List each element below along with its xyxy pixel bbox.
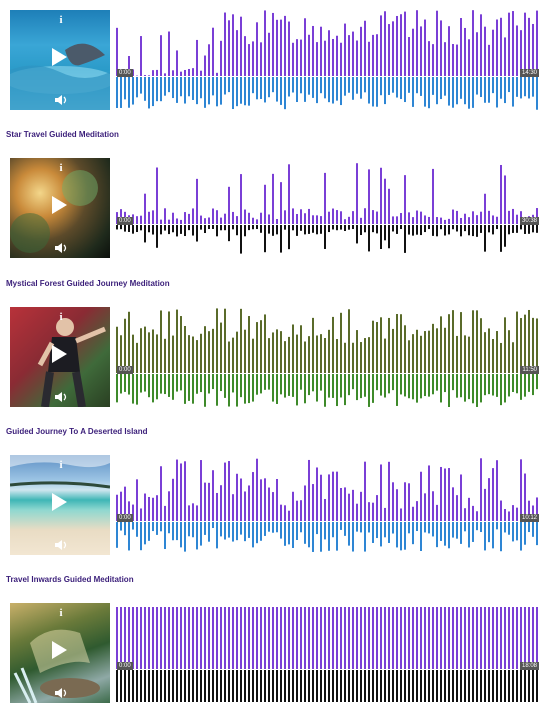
duration: 30:38	[519, 217, 539, 225]
waveform[interactable]: 0:00 10:12	[116, 455, 540, 555]
play-icon[interactable]	[52, 493, 67, 511]
track-1: i 0:00 14:30	[0, 0, 553, 120]
track-5: Travel Inwards Guided Meditation i 0:00 …	[0, 572, 553, 719]
volume-icon[interactable]	[54, 242, 68, 254]
waveform[interactable]: 0:00 30:38	[116, 158, 540, 258]
track-3: Mystical Forest Guided Journey Meditatio…	[0, 276, 553, 421]
current-time: 0:00	[117, 69, 133, 77]
track-thumbnail[interactable]: i	[10, 10, 110, 110]
beach-image	[10, 455, 110, 489]
track-thumbnail[interactable]: i	[10, 603, 110, 703]
info-icon[interactable]: i	[59, 311, 63, 323]
volume-icon[interactable]	[54, 539, 68, 551]
duration: 14:30	[519, 69, 539, 77]
track-thumbnail[interactable]: i	[10, 307, 110, 407]
current-time: 0:00	[117, 366, 133, 374]
waveform[interactable]: 0:00 11:50	[116, 307, 540, 407]
track-title[interactable]: Travel Inwards Guided Meditation	[6, 575, 134, 584]
current-time: 0:00	[117, 662, 133, 670]
play-icon[interactable]	[52, 345, 67, 363]
duration: 11:50	[520, 366, 539, 374]
track-title[interactable]: Mystical Forest Guided Journey Meditatio…	[6, 279, 170, 288]
waveform-bars	[116, 458, 540, 552]
duration: 10:12	[519, 514, 539, 522]
track-thumbnail[interactable]: i	[10, 455, 110, 555]
track-title[interactable]: Star Travel Guided Meditation	[6, 130, 119, 139]
waveform-bars	[116, 163, 540, 254]
info-icon[interactable]: i	[59, 162, 63, 174]
waveform-bars	[116, 607, 540, 702]
volume-icon[interactable]	[54, 687, 68, 699]
current-time: 0:00	[117, 514, 133, 522]
info-icon[interactable]: i	[59, 14, 63, 26]
current-time: 0:00	[117, 217, 133, 225]
info-icon[interactable]: i	[59, 607, 63, 619]
track-4: Guided Journey To A Deserted Island i 0:…	[0, 424, 553, 569]
volume-icon[interactable]	[54, 94, 68, 106]
track-2: Star Travel Guided Meditation i 0:00 30:…	[0, 127, 553, 272]
info-icon[interactable]: i	[59, 459, 63, 471]
nebula-image	[10, 170, 98, 253]
waveform[interactable]: 0:00 18:08	[116, 603, 540, 703]
duration: 18:08	[519, 662, 539, 670]
play-icon[interactable]	[52, 196, 67, 214]
track-title[interactable]: Guided Journey To A Deserted Island	[6, 427, 148, 436]
volume-icon[interactable]	[54, 391, 68, 403]
play-icon[interactable]	[52, 48, 67, 66]
dolphin-image	[10, 43, 110, 110]
waveform[interactable]: 0:00 14:30	[116, 10, 540, 110]
play-icon[interactable]	[52, 641, 67, 659]
track-thumbnail[interactable]: i	[10, 158, 110, 258]
waveform-bars	[116, 10, 540, 110]
waveform-bars	[116, 308, 540, 407]
